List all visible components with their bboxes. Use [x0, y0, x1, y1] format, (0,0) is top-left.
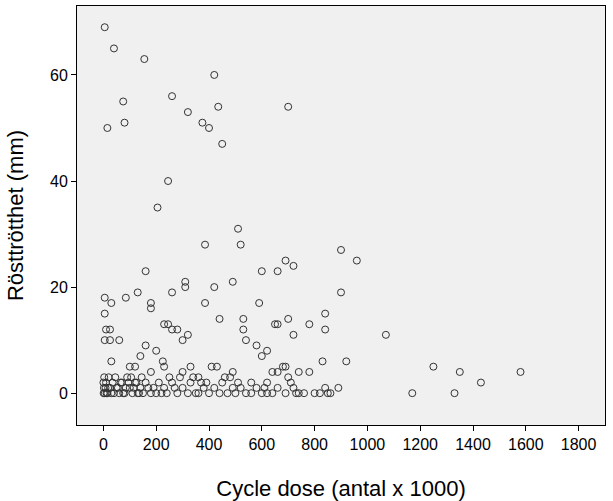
svg-text:1400: 1400	[455, 436, 491, 453]
svg-text:1800: 1800	[561, 436, 597, 453]
svg-text:1000: 1000	[350, 436, 386, 453]
svg-text:Cycle dose (antal x 1000): Cycle dose (antal x 1000)	[216, 476, 465, 501]
svg-text:0: 0	[99, 436, 108, 453]
svg-text:0: 0	[59, 385, 68, 402]
svg-text:1600: 1600	[508, 436, 544, 453]
svg-text:Rösttrötthet (mm): Rösttrötthet (mm)	[3, 130, 28, 301]
svg-text:800: 800	[301, 436, 328, 453]
svg-text:400: 400	[196, 436, 223, 453]
svg-text:40: 40	[50, 173, 68, 190]
svg-text:60: 60	[50, 67, 68, 84]
svg-text:20: 20	[50, 279, 68, 296]
svg-text:1200: 1200	[402, 436, 438, 453]
svg-text:200: 200	[143, 436, 170, 453]
svg-text:600: 600	[248, 436, 275, 453]
